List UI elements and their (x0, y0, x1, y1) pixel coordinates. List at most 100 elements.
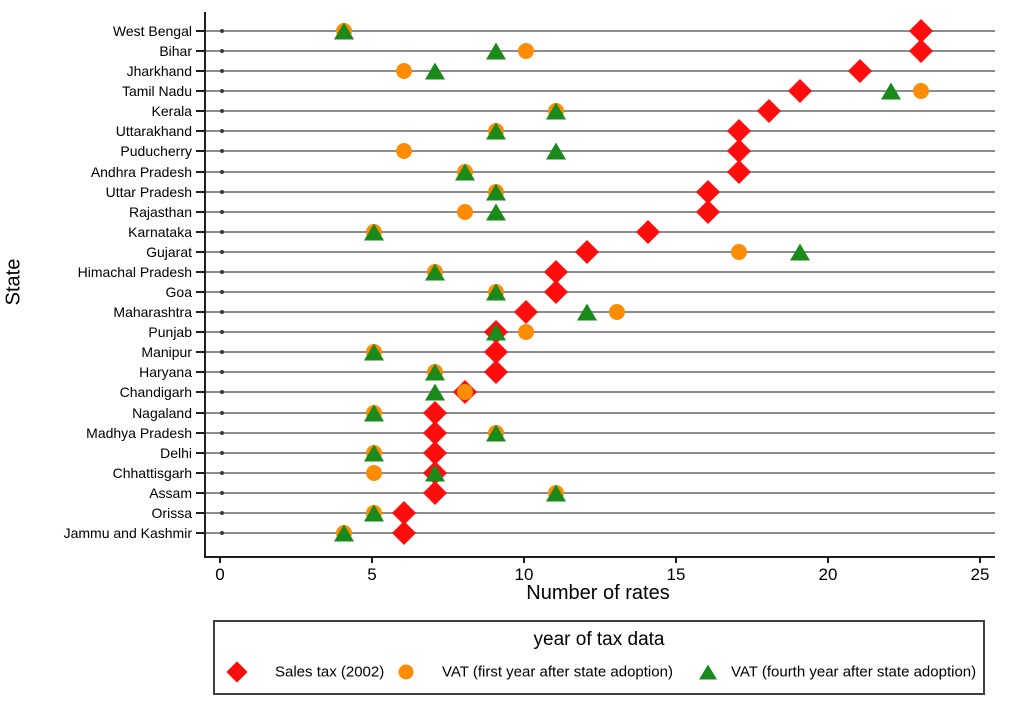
data-point-diamond (757, 99, 782, 124)
zero-tick-dot (220, 89, 224, 94)
state-label: Bihar (159, 43, 192, 60)
y-tick (196, 451, 204, 454)
reference-line (206, 110, 995, 113)
data-point-triangle (364, 223, 384, 241)
x-axis-title: Number of rates (526, 582, 670, 604)
state-label: Chhattisgarh (112, 464, 192, 481)
state-label: Orissa (151, 504, 192, 521)
y-tick (196, 110, 204, 113)
reference-line (206, 250, 995, 253)
reference-line (206, 532, 995, 534)
y-tick (196, 210, 204, 213)
x-tick (979, 556, 981, 563)
state-row: West Bengal (113, 21, 204, 41)
reference-line (206, 230, 995, 233)
data-point-diamond (696, 199, 721, 224)
x-tick-label: 0 (215, 565, 225, 584)
state-row: Assam (149, 483, 204, 503)
y-tick (196, 431, 204, 434)
state-row: Bihar (159, 41, 204, 61)
data-point-triangle (424, 464, 445, 482)
x-axis: 0 5 10 15 20 25 (0, 556, 1021, 596)
data-point-triangle (364, 343, 384, 361)
state-row: Andhra Pradesh (91, 162, 204, 182)
state-row: Uttar Pradesh (106, 182, 204, 202)
y-tick (196, 371, 204, 374)
zero-tick-dot (220, 229, 224, 234)
data-point-triangle (424, 263, 445, 281)
legend: year of tax data Sales tax (2002) VAT (f… (213, 620, 985, 695)
y-tick (196, 331, 204, 334)
state-row: Haryana (139, 362, 204, 382)
reference-line (206, 270, 995, 273)
reference-line (206, 190, 995, 193)
data-point-triangle (333, 524, 354, 542)
state-label: Goa (165, 284, 192, 301)
zero-tick-dot (220, 169, 224, 174)
x-tick (523, 556, 525, 563)
reference-line (206, 371, 995, 374)
data-point-circle (518, 43, 534, 60)
zero-tick-dot (220, 209, 224, 214)
state-row: Manipur (141, 342, 204, 362)
state-label: Uttar Pradesh (105, 183, 192, 200)
zero-tick-dot (220, 370, 224, 375)
zero-tick-dot (220, 350, 224, 355)
reference-line (206, 431, 995, 434)
state-label: Kerala (151, 103, 192, 120)
data-point-triangle (789, 243, 810, 261)
y-tick (196, 411, 204, 414)
data-point-diamond (726, 159, 751, 184)
zero-tick-dot (220, 49, 224, 54)
y-axis-labels: West Bengal Bihar Jharkhand Tamil Nadu Keral… (0, 12, 204, 556)
state-label: Maharashtra (113, 304, 192, 321)
reference-line (206, 451, 995, 454)
zero-tick-dot (220, 410, 224, 415)
data-point-diamond (392, 520, 417, 546)
data-point-triangle (576, 303, 597, 321)
x-tick (219, 556, 221, 563)
reference-line (206, 391, 995, 394)
zero-tick-dot (220, 290, 224, 295)
data-point-circle (396, 143, 413, 160)
data-point-circle (457, 384, 474, 401)
y-tick (196, 311, 204, 314)
legend-vat-fourth-year-triangle-icon (699, 664, 717, 680)
legend-label-vat-fourth-year: VAT (fourth year after state adoption) (731, 663, 977, 681)
data-point-triangle (485, 323, 506, 341)
data-point-triangle (424, 383, 445, 401)
legend-sales-tax-diamond-icon (226, 661, 248, 683)
data-point-diamond (422, 480, 447, 505)
data-point-diamond (574, 239, 599, 264)
reference-line (206, 291, 995, 294)
data-point-circle (730, 243, 747, 260)
data-point-triangle (546, 142, 567, 160)
data-point-diamond (635, 219, 660, 244)
y-tick (196, 90, 204, 93)
state-label: Assam (149, 484, 192, 501)
data-point-diamond (848, 59, 873, 84)
state-row: Jammu and Kashmir (64, 523, 204, 543)
data-point-diamond (909, 39, 934, 64)
data-point-triangle (333, 22, 354, 40)
state-label: Chandigarh (119, 384, 192, 401)
data-point-triangle (546, 102, 567, 120)
state-label: Haryana (139, 364, 192, 381)
data-point-circle (396, 63, 413, 80)
state-row: Himachal Pradesh (78, 262, 204, 282)
zero-tick-dot (220, 189, 224, 194)
state-label: Nagaland (132, 404, 192, 421)
state-label: Rajasthan (128, 203, 192, 220)
state-label: Jammu and Kashmir (63, 525, 192, 541)
state-row: Madhya Pradesh (86, 423, 204, 443)
reference-line (206, 150, 995, 153)
state-row: Maharashtra (113, 302, 204, 322)
zero-tick-dot (220, 450, 224, 455)
state-label: Manipur (141, 344, 192, 361)
zero-tick-dot (220, 390, 224, 395)
zero-tick-dot (220, 129, 224, 134)
zero-tick-dot (220, 490, 224, 495)
data-point-diamond (787, 79, 812, 104)
zero-tick-dot (220, 430, 224, 435)
state-label: Gujarat (146, 243, 192, 260)
